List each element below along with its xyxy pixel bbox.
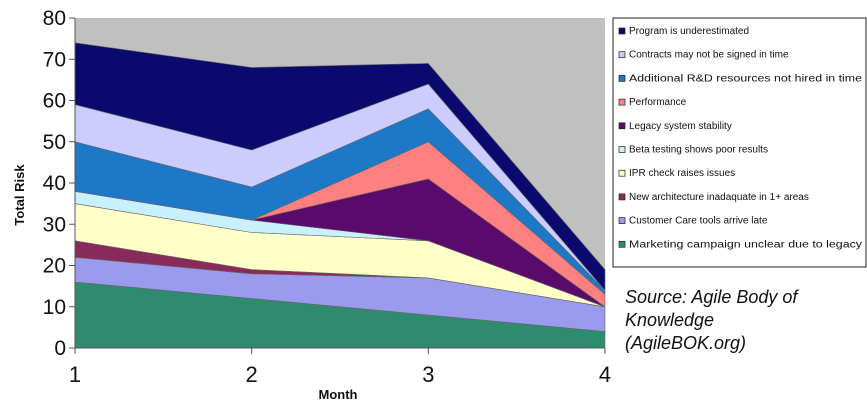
y-tick-label-3: 30 — [43, 213, 66, 236]
y-tick-label-7: 70 — [43, 48, 66, 71]
source-note: Source: Agile Body of Knowledge (AgileBO… — [625, 287, 798, 353]
legend-label-3: IPR check raises issues — [629, 168, 735, 179]
legend-label-0: Marketing campaign unclear due to legacy — [629, 239, 862, 250]
legend-label-8: Contracts may not be signed in time — [629, 50, 789, 61]
x-tick-label-1: 2 — [246, 362, 258, 387]
legend-items: Program is underestimated Contracts may n… — [618, 26, 863, 250]
x-axis-title: Month — [319, 387, 358, 402]
legend-swatch-6 — [618, 98, 626, 106]
legend-swatch-7 — [618, 75, 626, 82]
legend-label-5: Legacy system stability — [629, 121, 732, 132]
legend-swatch-5 — [618, 122, 626, 130]
legend-swatch-4 — [618, 146, 626, 153]
legend-label-9: Program is underestimated — [629, 26, 749, 37]
legend-label-6: Performance — [629, 97, 687, 108]
y-tick-label-2: 20 — [43, 255, 66, 278]
legend-swatch-3 — [618, 169, 626, 177]
y-tick-label-5: 50 — [43, 131, 66, 154]
y-tick-label-0: 0 — [54, 337, 66, 360]
y-tick-label-6: 60 — [43, 90, 66, 113]
legend-swatch-9 — [618, 27, 626, 35]
y-tick-label-1: 10 — [43, 296, 66, 319]
legend-swatch-1 — [618, 217, 626, 224]
legend-swatch-0 — [618, 240, 626, 248]
x-ticks: 1 2 3 4 — [69, 348, 611, 387]
legend-label-4: Beta testing shows poor results — [629, 145, 768, 156]
area-series-9 — [74, 42, 606, 292]
y-ticks: 0 10 20 30 40 50 60 70 80 — [43, 7, 75, 360]
y-axis-title: Total Risk — [12, 164, 27, 226]
legend-swatch-8 — [618, 51, 626, 59]
legend-label-7: Additional R&D resources not hired in ti… — [629, 73, 863, 84]
stacked-areas — [74, 42, 606, 349]
legend-box — [612, 17, 867, 268]
legend-label-1: Customer Care tools arrive late — [629, 216, 768, 227]
y-tick-label-4: 40 — [43, 172, 66, 195]
x-tick-label-2: 3 — [422, 362, 434, 387]
legend-swatch-2 — [618, 193, 626, 201]
x-tick-label-3: 4 — [599, 362, 611, 387]
legend: Program is underestimated Contracts may n… — [612, 17, 867, 268]
legend-label-2: New architecture inadaquate in 1+ areas — [629, 192, 809, 203]
x-tick-label-0: 1 — [69, 362, 81, 387]
y-tick-label-8: 80 — [43, 7, 66, 30]
